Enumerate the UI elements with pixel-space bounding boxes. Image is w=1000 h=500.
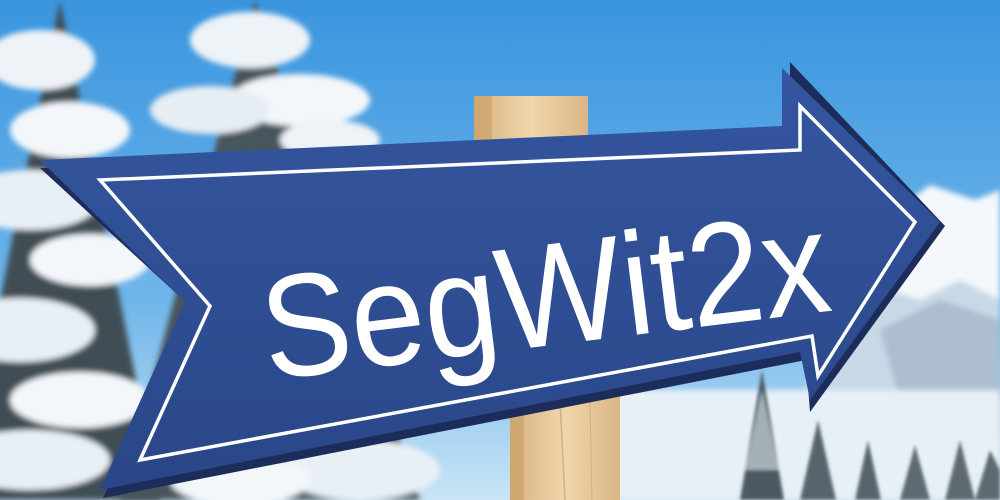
arrow-sign: SegWit2x bbox=[40, 62, 945, 498]
snowy-pine-trees-distant bbox=[740, 370, 1000, 500]
snow-ground bbox=[600, 390, 1000, 500]
arrow-sign-border bbox=[96, 101, 918, 463]
snowy-pine-tree-left bbox=[0, 0, 160, 500]
